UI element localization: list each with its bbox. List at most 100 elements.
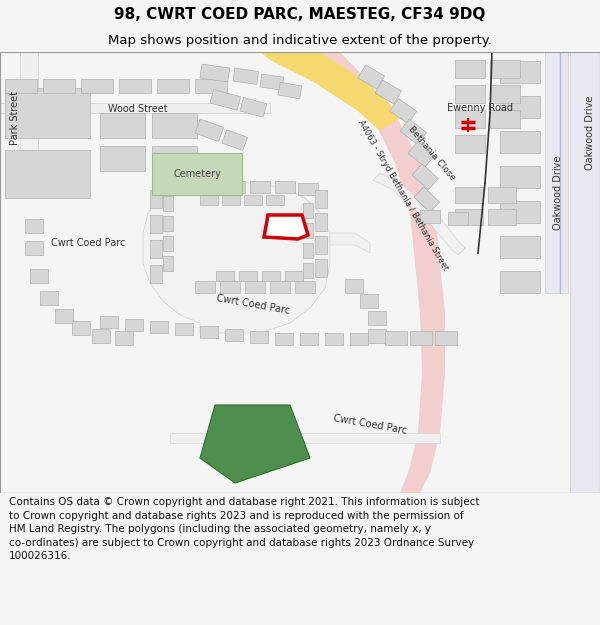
Bar [81,79,113,93]
Polygon shape [20,52,38,183]
Bar [119,79,151,93]
Text: Bethania Close: Bethania Close [407,124,457,182]
Bar [244,195,262,205]
Bar [30,269,48,283]
Polygon shape [152,153,242,195]
Bar [488,187,516,203]
Bar [157,79,189,93]
Bar [150,265,162,283]
Polygon shape [0,103,270,113]
Bar [435,331,457,345]
Bar [270,281,290,293]
Bar [43,79,75,93]
Bar [490,110,520,128]
Bar [303,223,313,238]
Bar [295,281,315,293]
Bar [325,333,343,345]
Bar [163,216,173,231]
Bar [385,331,407,345]
Bar [298,183,318,195]
Text: Contains OS data © Crown copyright and database right 2021. This information is : Contains OS data © Crown copyright and d… [9,497,479,561]
Bar [275,333,293,345]
Bar [490,60,520,78]
Bar [5,79,37,93]
Bar [303,263,313,278]
Polygon shape [545,52,568,293]
Bar [455,110,485,128]
Bar [315,190,327,208]
Bar [100,113,145,138]
Bar [240,98,267,118]
Bar [500,131,540,153]
Bar [300,333,318,345]
Bar [500,96,540,118]
Bar [100,146,145,171]
Bar [222,130,247,151]
Bar [115,331,133,345]
Bar [455,60,485,78]
Bar [25,241,43,255]
Bar [5,150,90,198]
Bar [410,331,432,345]
Bar [315,259,327,277]
Bar [345,279,363,293]
Bar [210,89,241,110]
Polygon shape [200,405,310,483]
Bar [266,195,284,205]
Bar [303,243,313,258]
Bar [455,209,483,225]
Bar [245,281,265,293]
Bar [195,281,215,293]
Bar [500,61,540,83]
Bar [420,210,440,223]
Bar [448,212,468,225]
Bar [152,113,197,138]
Bar [239,271,257,281]
Bar [262,271,280,281]
Bar [40,291,58,305]
Bar [163,236,173,251]
Text: Cemetery: Cemetery [173,169,221,179]
Bar [412,164,439,190]
Polygon shape [330,233,370,253]
Bar [222,195,240,205]
Bar [175,323,193,335]
Bar [303,203,313,218]
Bar [200,195,218,205]
Bar [150,190,162,208]
Text: Map shows position and indicative extent of the property.: Map shows position and indicative extent… [108,34,492,47]
Bar [92,329,110,343]
Bar [500,236,540,258]
Bar [375,80,401,104]
Bar [200,64,230,82]
Bar [225,329,243,341]
Bar [414,187,440,213]
Bar [455,187,483,203]
Bar [220,281,240,293]
Text: Cwrt Coed Parc: Cwrt Coed Parc [332,414,407,436]
Bar [200,181,220,193]
Bar [368,329,386,343]
Bar [55,309,73,323]
Bar [285,271,303,281]
Bar [350,333,368,345]
Text: Wood Street: Wood Street [108,104,167,114]
Bar [225,181,245,193]
Bar [163,256,173,271]
Text: Cwrt Coed Parc: Cwrt Coed Parc [51,238,125,248]
Bar [72,321,90,335]
Bar [390,99,416,124]
Bar [260,74,284,90]
Bar [488,209,516,225]
Bar [490,85,520,103]
Bar [200,326,218,338]
Polygon shape [264,215,308,239]
Bar [195,79,227,93]
Bar [25,219,43,233]
Bar [163,196,173,211]
Text: 98, CWRT COED PARC, MAESTEG, CF34 9DQ: 98, CWRT COED PARC, MAESTEG, CF34 9DQ [115,7,485,22]
Bar [455,85,485,103]
Bar [233,68,259,84]
Bar [216,271,234,281]
Bar [152,146,197,171]
